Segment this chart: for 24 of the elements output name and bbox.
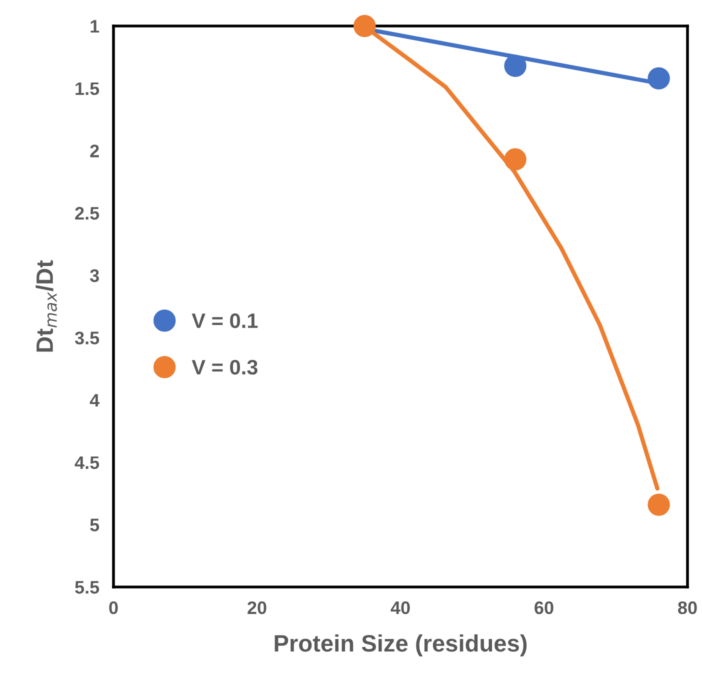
x-tick-label: 0	[109, 601, 118, 614]
y-tick-label: 2.5	[75, 206, 100, 220]
y-tick-label: 2	[90, 144, 99, 158]
y-tick-label: 3	[90, 269, 99, 282]
x-tick-label: 40	[390, 601, 410, 614]
point	[504, 148, 526, 171]
y-tick-label: 3.5	[74, 332, 100, 344]
y-tick-label: 5.5	[75, 581, 100, 594]
y-tick-label: 1.5	[76, 82, 100, 96]
legend-label: V = 0.1	[192, 313, 258, 328]
y-tick-label: 4	[90, 394, 100, 407]
legend-label: V = 0.3	[192, 360, 258, 375]
point	[354, 14, 376, 38]
point	[648, 494, 670, 516]
y-tick-label: 1	[90, 20, 100, 33]
x-tick-label: 80	[678, 601, 697, 614]
y-tick-label: 4.5	[74, 456, 100, 470]
point	[504, 54, 526, 78]
y-axis-title: Dt$_{max}$/Dt	[36, 260, 57, 352]
x-tick-label: 60	[534, 601, 554, 614]
x-tick-label: 20	[248, 601, 266, 614]
point	[648, 67, 670, 90]
y-tick-label: 5	[90, 518, 100, 532]
x-axis-title: Protein Size (residues)	[274, 634, 527, 656]
